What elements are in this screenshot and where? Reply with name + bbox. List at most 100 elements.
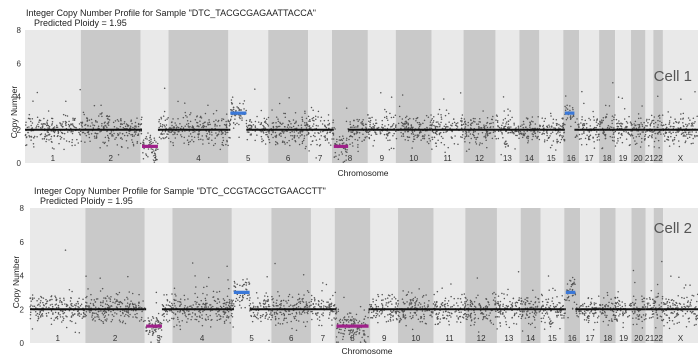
data-point (394, 297, 397, 300)
data-point (618, 315, 620, 317)
data-point (549, 146, 552, 149)
data-point (481, 131, 484, 134)
data-point (82, 316, 85, 318)
data-point (641, 298, 643, 301)
data-point (246, 278, 248, 280)
data-point (43, 304, 45, 307)
data-point (263, 117, 266, 120)
data-point (542, 125, 544, 128)
data-point (66, 304, 69, 306)
data-point (509, 110, 511, 112)
data-point (692, 310, 694, 313)
data-point (559, 131, 561, 133)
data-point (527, 137, 529, 140)
data-point (422, 137, 424, 140)
data-point (463, 307, 466, 309)
data-point (443, 144, 446, 146)
data-point (655, 326, 657, 329)
data-point (653, 302, 656, 305)
data-point (118, 291, 121, 294)
data-point (263, 306, 265, 309)
data-point (24, 124, 27, 126)
chromosome-band-6 (268, 30, 309, 163)
data-point (95, 132, 98, 135)
data-point (431, 124, 433, 127)
data-point (158, 341, 161, 343)
data-point (249, 124, 252, 127)
data-point (63, 138, 65, 140)
data-point (102, 310, 105, 313)
data-point (78, 331, 81, 334)
data-point (695, 135, 698, 137)
data-point (189, 120, 192, 123)
data-point (227, 144, 229, 147)
data-point (657, 124, 659, 126)
data-point (403, 127, 406, 129)
data-point (257, 297, 259, 299)
data-point (668, 327, 671, 330)
data-point (203, 121, 206, 124)
data-point (262, 139, 265, 142)
data-point (100, 301, 102, 304)
data-point (345, 139, 348, 141)
data-point (172, 312, 175, 314)
data-point (373, 139, 376, 142)
data-point (160, 138, 162, 140)
data-point (407, 123, 409, 125)
data-point (206, 302, 208, 305)
data-point (634, 120, 637, 123)
data-point (98, 318, 100, 321)
data-point (272, 130, 274, 133)
data-point (232, 326, 234, 328)
data-point (394, 310, 397, 313)
data-point (676, 314, 678, 317)
data-point (77, 302, 80, 305)
data-point (307, 312, 309, 315)
data-point (353, 332, 356, 334)
data-point (694, 306, 696, 309)
data-point (399, 319, 401, 322)
data-point (65, 140, 68, 142)
data-point (405, 316, 407, 319)
data-point (103, 316, 106, 319)
data-point (503, 142, 506, 144)
data-point (99, 290, 102, 292)
data-point (414, 296, 416, 298)
data-point (304, 147, 307, 150)
data-point (180, 135, 183, 138)
data-point (202, 292, 204, 295)
data-point (282, 132, 285, 134)
data-point (138, 130, 141, 132)
data-point (356, 139, 359, 141)
data-point (60, 131, 63, 134)
data-point (59, 316, 62, 318)
data-point (286, 321, 288, 324)
data-point (466, 316, 469, 318)
data-point (492, 299, 495, 301)
data-point (31, 122, 34, 124)
data-point (241, 285, 244, 287)
data-point (587, 321, 590, 324)
data-point (127, 275, 129, 278)
data-point (356, 131, 359, 133)
data-point (380, 92, 382, 94)
data-point (459, 297, 462, 300)
data-point (564, 299, 567, 301)
data-point (550, 132, 552, 135)
data-point (239, 284, 241, 287)
data-point (593, 312, 596, 315)
data-point (131, 122, 133, 125)
data-point (178, 300, 181, 303)
data-point (214, 137, 216, 139)
data-point (556, 304, 558, 306)
data-point (191, 139, 193, 141)
data-point (413, 311, 416, 314)
data-point (389, 320, 392, 322)
data-point (197, 136, 200, 138)
data-point (227, 279, 229, 281)
data-point (443, 98, 445, 100)
data-point (280, 313, 283, 316)
data-point (534, 306, 537, 308)
data-point (310, 300, 312, 303)
data-point (428, 299, 430, 302)
